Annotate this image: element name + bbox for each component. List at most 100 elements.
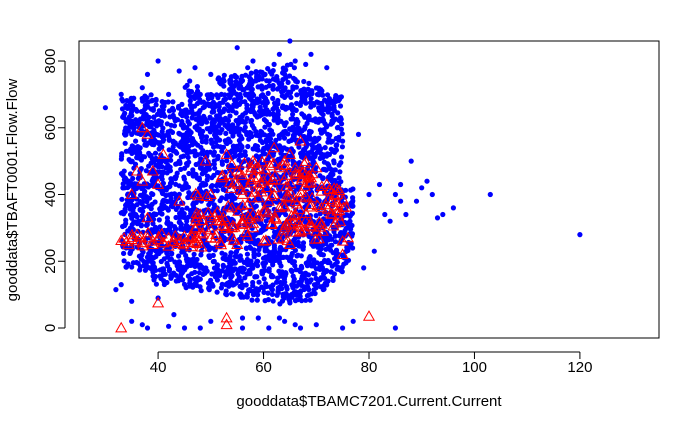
data-point-triangle: [326, 208, 339, 219]
data-point-circle: [246, 259, 252, 265]
data-point-circle: [333, 143, 339, 149]
data-point-circle: [174, 150, 180, 156]
data-point-circle: [311, 287, 317, 293]
data-point-triangle: [272, 232, 285, 244]
data-point-circle: [186, 121, 192, 127]
data-point-circle: [281, 276, 287, 282]
data-point-circle: [159, 211, 165, 217]
data-point-circle: [302, 114, 308, 120]
data-point-triangle: [245, 173, 258, 185]
data-point-triangle: [252, 191, 265, 203]
data-point-circle: [299, 276, 305, 282]
data-point-circle: [175, 105, 182, 111]
data-point-circle: [257, 104, 263, 110]
data-point-triangle: [231, 164, 244, 176]
data-point-circle: [300, 94, 306, 100]
data-point-circle: [176, 158, 182, 164]
data-point-circle: [285, 79, 291, 85]
data-point-circle: [203, 134, 210, 140]
data-point-triangle: [152, 233, 165, 244]
data-point-triangle: [241, 181, 254, 193]
data-point-circle: [277, 301, 283, 307]
data-point-circle: [161, 203, 167, 209]
data-point-triangle: [155, 227, 168, 239]
data-point-circle: [129, 264, 135, 270]
data-point-circle: [125, 201, 131, 207]
data-point-triangle: [245, 176, 258, 188]
data-point-circle: [242, 99, 248, 105]
data-point-circle: [152, 275, 158, 281]
data-point-circle: [256, 74, 262, 80]
data-point-circle: [102, 105, 108, 111]
data-point-circle: [140, 193, 146, 199]
data-point-circle: [150, 106, 156, 112]
data-point-circle: [197, 91, 203, 97]
data-point-triangle: [195, 240, 208, 252]
data-point-circle: [141, 204, 147, 210]
data-point-circle: [224, 292, 230, 298]
data-point-triangle: [141, 211, 154, 223]
data-point-circle: [318, 275, 324, 281]
data-point-triangle: [199, 154, 212, 166]
data-point-circle: [177, 131, 183, 137]
data-point-triangle: [299, 189, 312, 201]
plot-frame: [78, 40, 660, 339]
data-point-circle: [301, 126, 308, 132]
data-point-circle: [229, 85, 235, 91]
data-point-circle: [319, 88, 325, 94]
data-point-circle: [224, 124, 230, 130]
data-point-triangle: [295, 186, 308, 198]
data-point-circle: [122, 110, 128, 116]
data-point-circle: [255, 315, 261, 321]
data-point-circle: [230, 291, 236, 297]
data-point-circle: [161, 267, 167, 273]
data-point-circle: [338, 265, 344, 271]
data-point-circle: [296, 289, 302, 295]
data-point-circle: [306, 255, 312, 261]
data-point-triangle: [238, 156, 251, 168]
data-point-circle: [269, 272, 275, 278]
data-point-triangle: [265, 190, 278, 201]
data-point-circle: [292, 298, 299, 304]
data-point-circle: [168, 153, 174, 159]
data-point-circle: [192, 65, 198, 71]
data-point-circle: [307, 297, 313, 303]
data-point-circle: [333, 93, 339, 99]
data-point-circle: [158, 119, 164, 125]
data-point-circle: [339, 121, 345, 127]
data-point-triangle: [249, 162, 262, 174]
data-point-triangle: [268, 188, 281, 199]
data-point-circle: [137, 174, 143, 181]
data-point-triangle: [336, 248, 349, 259]
data-point-circle: [166, 136, 172, 142]
data-point-circle: [163, 165, 169, 171]
data-point-circle: [330, 275, 336, 281]
data-point-triangle: [215, 214, 228, 226]
data-point-circle: [293, 84, 299, 90]
data-point-circle: [198, 288, 204, 294]
data-point-circle: [181, 248, 187, 254]
data-point-circle: [154, 227, 160, 233]
data-point-circle: [249, 97, 255, 103]
data-point-triangle: [337, 193, 350, 205]
data-point-circle: [266, 132, 272, 138]
data-point-circle: [138, 223, 144, 229]
data-point-circle: [219, 161, 225, 167]
data-point-triangle: [120, 235, 133, 247]
data-point-circle: [183, 185, 189, 191]
data-point-circle: [288, 257, 294, 263]
data-point-circle: [215, 267, 221, 273]
data-point-circle: [276, 51, 282, 57]
data-point-triangle: [323, 183, 336, 194]
data-point-circle: [171, 191, 178, 197]
data-point-circle: [190, 167, 196, 173]
data-point-circle: [340, 138, 346, 144]
data-point-circle: [167, 114, 173, 120]
data-point-circle: [236, 157, 242, 163]
data-point-circle: [113, 287, 119, 293]
data-point-triangle: [273, 161, 286, 173]
data-point-circle: [308, 51, 314, 57]
data-point-circle: [319, 154, 325, 160]
data-point-circle: [277, 84, 283, 90]
data-point-circle: [130, 175, 136, 182]
